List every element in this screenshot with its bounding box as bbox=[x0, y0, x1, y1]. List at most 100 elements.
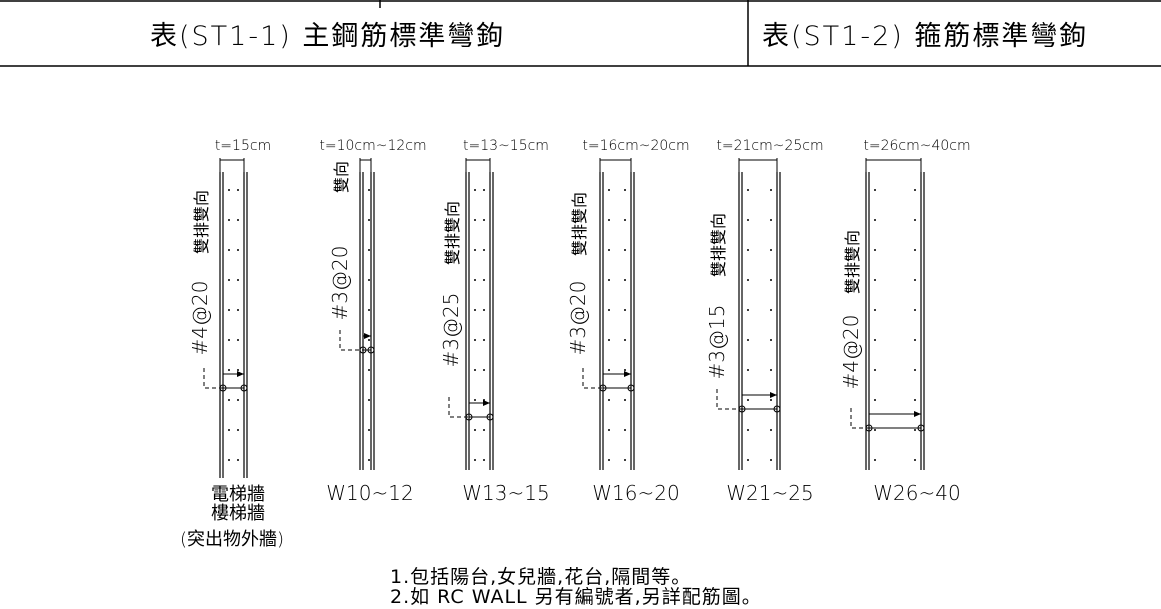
rebar-dot bbox=[747, 189, 749, 191]
rebar-dot bbox=[747, 219, 749, 221]
rebar-dot bbox=[874, 249, 876, 251]
rebar-dot bbox=[483, 219, 485, 221]
rebar-dot bbox=[914, 369, 916, 371]
hook-bar bbox=[219, 384, 227, 392]
arrow-head bbox=[483, 400, 490, 406]
rebar-dot bbox=[237, 339, 239, 341]
rebar-dot bbox=[237, 309, 239, 311]
rebar-dot bbox=[474, 339, 476, 341]
rebar-dot bbox=[474, 369, 476, 371]
rebar-dot bbox=[368, 219, 370, 221]
wall-type-label: W16~20 bbox=[592, 481, 679, 505]
thickness-label: t=26cm~40cm bbox=[863, 138, 970, 154]
hook-bar bbox=[865, 424, 873, 432]
rebar-dot bbox=[474, 429, 476, 431]
rebar-dot bbox=[608, 189, 610, 191]
rebar-dot bbox=[474, 399, 476, 401]
rebar-dot bbox=[483, 279, 485, 281]
hook-bar bbox=[738, 405, 746, 413]
hook-leader bbox=[339, 330, 363, 351]
rebar-dot bbox=[914, 279, 916, 281]
rebar-dot bbox=[228, 399, 230, 401]
rebar-dot bbox=[483, 249, 485, 251]
layout-label: 雙排雙向 bbox=[570, 192, 589, 256]
rebar-dot bbox=[874, 429, 876, 431]
rebar-dot bbox=[228, 309, 230, 311]
rebar-dot bbox=[770, 339, 772, 341]
thickness-label: t=15cm bbox=[215, 138, 271, 154]
rebar-dot bbox=[770, 189, 772, 191]
rebar-dot bbox=[914, 459, 916, 461]
rebar-dot bbox=[368, 309, 370, 311]
rebar-dot bbox=[368, 189, 370, 191]
rebar-dot bbox=[747, 309, 749, 311]
thickness-label: t=13~15cm bbox=[463, 138, 549, 154]
rebar-dot bbox=[483, 429, 485, 431]
rebar-dot bbox=[874, 399, 876, 401]
hook-bar bbox=[599, 384, 607, 392]
rebar-dot bbox=[483, 369, 485, 371]
hook-bar bbox=[359, 346, 367, 354]
rebar-dot bbox=[747, 249, 749, 251]
wall-type-label: 電梯牆 bbox=[211, 484, 265, 505]
rebar-dot bbox=[770, 309, 772, 311]
rebar-dot bbox=[474, 459, 476, 461]
rebar-dot bbox=[770, 369, 772, 371]
rebar-dot bbox=[608, 339, 610, 341]
rebar-dot bbox=[624, 339, 626, 341]
rebar-dot bbox=[474, 189, 476, 191]
rebar-dot bbox=[770, 279, 772, 281]
rebar-dot bbox=[874, 219, 876, 221]
layout-label: 雙排雙向 bbox=[709, 213, 728, 277]
rebar-dot bbox=[914, 189, 916, 191]
rebar-dot bbox=[608, 429, 610, 431]
rebar-dot bbox=[368, 369, 370, 371]
rebar-dot bbox=[228, 429, 230, 431]
rebar-dot bbox=[770, 429, 772, 431]
rebar-dot bbox=[474, 249, 476, 251]
rebar-dot bbox=[914, 399, 916, 401]
rebar-dot bbox=[474, 309, 476, 311]
rebar-dot bbox=[483, 459, 485, 461]
wall-type-label: W10~12 bbox=[326, 481, 413, 505]
hook-leader bbox=[716, 389, 742, 410]
rebar-label: #3@20 bbox=[566, 281, 590, 356]
rebar-dot bbox=[624, 219, 626, 221]
rebar-dot bbox=[368, 399, 370, 401]
rebar-dot bbox=[608, 309, 610, 311]
table1-title: 表(ST1-1) 主鋼筋標準彎鉤 bbox=[150, 21, 506, 52]
wall-type-label: W26~40 bbox=[873, 481, 960, 505]
wall-type-label: W13~15 bbox=[462, 481, 549, 505]
hook-bar bbox=[627, 384, 635, 392]
layout-label: 雙向 bbox=[332, 161, 351, 193]
rebar-dot bbox=[747, 399, 749, 401]
wall-type-label: (突出物外牆) bbox=[180, 529, 284, 550]
rebar-dot bbox=[228, 279, 230, 281]
rebar-dot bbox=[228, 459, 230, 461]
rebar-dot bbox=[914, 429, 916, 431]
rebar-dot bbox=[770, 219, 772, 221]
thickness-label: t=21cm~25cm bbox=[716, 138, 823, 154]
rebar-dot bbox=[237, 429, 239, 431]
rebar-dot bbox=[237, 369, 239, 371]
hook-bar bbox=[240, 384, 248, 392]
rebar-dot bbox=[474, 279, 476, 281]
rebar-dot bbox=[874, 459, 876, 461]
arrow-head bbox=[770, 392, 777, 398]
rebar-dot bbox=[368, 429, 370, 431]
rebar-dot bbox=[747, 279, 749, 281]
rebar-dot bbox=[747, 459, 749, 461]
layout-label: 雙排雙向 bbox=[192, 190, 211, 254]
rebar-dot bbox=[237, 279, 239, 281]
rebar-label: #3@15 bbox=[705, 305, 729, 380]
rebar-dot bbox=[874, 309, 876, 311]
rebar-dot bbox=[624, 249, 626, 251]
rebar-dot bbox=[483, 309, 485, 311]
hook-bar bbox=[773, 405, 781, 413]
note-1: 1.包括陽台,女兒牆,花台,隔間等。 bbox=[390, 566, 692, 588]
rebar-dot bbox=[228, 369, 230, 371]
rebar-dot bbox=[608, 219, 610, 221]
rebar-dot bbox=[228, 219, 230, 221]
hook-bar bbox=[486, 413, 494, 421]
